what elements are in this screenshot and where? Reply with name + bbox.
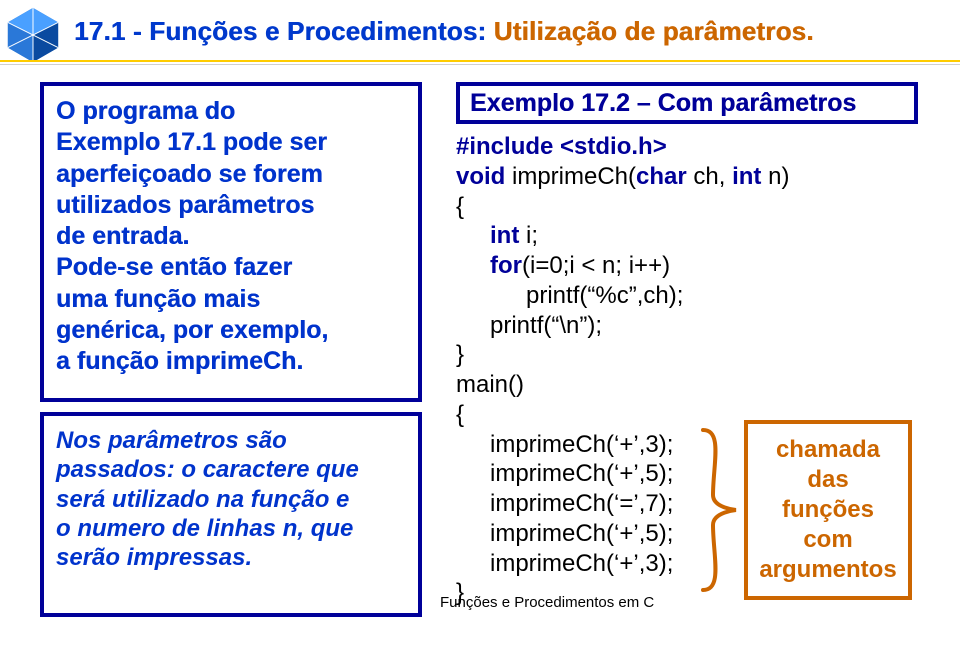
explanation-text-1: O programa doExemplo 17.1 pode seraperfe… bbox=[56, 96, 406, 377]
explanation-text-2: Nos parâmetros sãopassados: o caractere … bbox=[56, 426, 406, 572]
brace-icon bbox=[698, 425, 738, 595]
explanation-box-1: O programa doExemplo 17.1 pode seraperfe… bbox=[40, 82, 422, 402]
callout-box: chamadadasfunçõescomargumentos bbox=[744, 420, 912, 600]
code-line: #include <stdio.h> bbox=[456, 132, 926, 162]
code-line: { bbox=[456, 192, 926, 222]
code-line: printf(“%c”,ch); bbox=[456, 281, 926, 311]
explanation-box-2: Nos parâmetros sãopassados: o caractere … bbox=[40, 412, 422, 617]
code-line: main() bbox=[456, 370, 926, 400]
logo-icon bbox=[4, 6, 62, 64]
code-line: } bbox=[456, 340, 926, 370]
code-line: for(i=0;i < n; i++) bbox=[456, 251, 926, 281]
slide-title: 17.1 - Funções e Procedimentos: Utilizaç… bbox=[74, 16, 814, 47]
code-line: void imprimeCh(char ch, int n) bbox=[456, 162, 926, 192]
callout-text: chamadadasfunçõescomargumentos bbox=[759, 435, 896, 585]
title-orange-part: Utilização de parâmetros. bbox=[486, 16, 813, 46]
code-line: int i; bbox=[456, 221, 926, 251]
footer-text: Funções e Procedimentos em C bbox=[440, 594, 654, 611]
example-header-box: Exemplo 17.2 – Com parâmetros bbox=[456, 82, 918, 124]
example-header-text: Exemplo 17.2 – Com parâmetros bbox=[470, 89, 856, 118]
code-line: printf(“\n”); bbox=[456, 311, 926, 341]
title-blue-part: 17.1 - Funções e Procedimentos: bbox=[74, 16, 486, 46]
divider-light bbox=[0, 62, 960, 65]
